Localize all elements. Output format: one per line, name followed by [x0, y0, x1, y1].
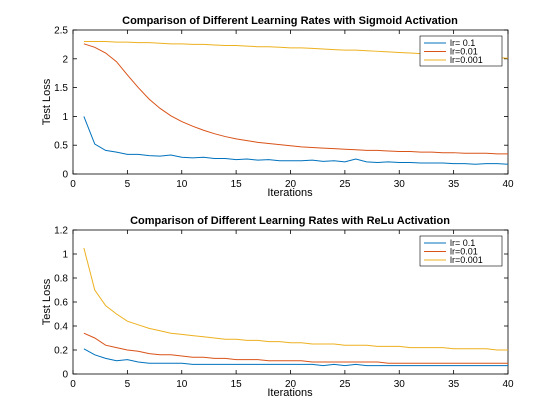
legend-entry: lr=0.001 — [450, 255, 483, 265]
x-tick-label: 20 — [285, 379, 297, 390]
y-tick-label: 2 — [62, 54, 68, 65]
y-tick-label: 0 — [62, 170, 68, 181]
subplot-sigmoid: Comparison of Different Learning Rates w… — [41, 15, 514, 199]
legend-entry: lr=0.001 — [450, 55, 483, 65]
x-tick-label: 15 — [231, 179, 243, 190]
x-tick-label: 25 — [339, 379, 351, 390]
legend-entry: lr=0.01 — [450, 47, 478, 57]
series-line — [83, 348, 508, 367]
chart-title: Comparison of Different Learning Rates w… — [122, 15, 458, 27]
legend-entry: lr= 0.1 — [450, 38, 475, 48]
x-tick-label: 35 — [448, 179, 460, 190]
y-tick-label: 1.2 — [54, 226, 68, 237]
y-tick-label: 1 — [62, 250, 68, 261]
y-tick-label: 1.5 — [54, 83, 68, 94]
x-tick-label: 10 — [176, 179, 188, 190]
legend-box — [419, 35, 503, 67]
series-line — [83, 43, 508, 155]
legend-entry: lr=0.01 — [450, 247, 478, 257]
y-axis-label: Test Loss — [41, 278, 53, 325]
y-tick-label: 0.2 — [54, 346, 68, 357]
legend-entry: lr= 0.1 — [450, 238, 475, 248]
x-tick-label: 20 — [285, 179, 297, 190]
x-tick-label: 30 — [394, 179, 406, 190]
x-tick-label: 40 — [502, 379, 514, 390]
x-tick-label: 25 — [339, 179, 351, 190]
x-tick-label: 0 — [70, 379, 76, 390]
series-line — [83, 332, 508, 364]
y-axis-label: Test Loss — [41, 78, 53, 125]
x-tick-label: 40 — [502, 179, 514, 190]
y-tick-label: 0 — [62, 370, 68, 381]
x-tick-label: 5 — [125, 379, 131, 390]
x-axis-label: Iterations — [267, 387, 313, 399]
x-tick-label: 30 — [394, 379, 406, 390]
x-tick-label: 10 — [176, 379, 188, 390]
chart-title: Comparison of Different Learning Rates w… — [130, 215, 450, 227]
x-tick-label: 0 — [70, 179, 76, 190]
series-line — [83, 247, 508, 351]
x-axis-label: Iterations — [267, 187, 313, 199]
series-line — [83, 116, 509, 165]
y-tick-label: 0.6 — [54, 298, 68, 309]
y-tick-label: 1 — [62, 112, 68, 123]
x-tick-label: 5 — [125, 179, 131, 190]
y-tick-label: 0.8 — [54, 274, 68, 285]
x-tick-label: 15 — [231, 379, 243, 390]
y-tick-label: 0.4 — [54, 322, 68, 333]
subplot-relu: Comparison of Different Learning Rates w… — [41, 215, 514, 399]
x-tick-label: 35 — [448, 379, 460, 390]
y-tick-label: 2.5 — [54, 26, 68, 37]
y-tick-label: 0.5 — [54, 141, 68, 152]
